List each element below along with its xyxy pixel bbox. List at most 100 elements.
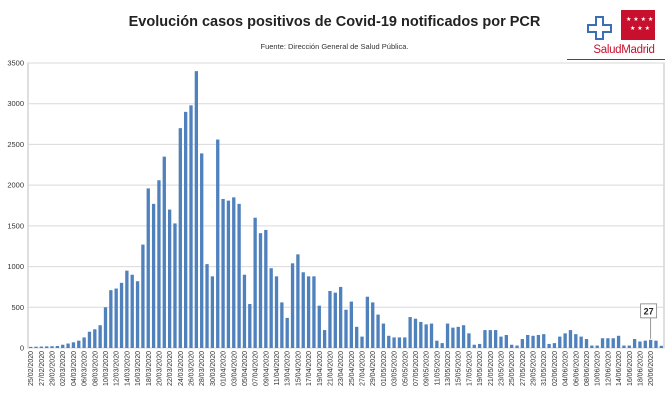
x-tick-label: 15/05/2020 xyxy=(456,351,463,386)
x-tick-label: 16/06/2020 xyxy=(627,351,634,386)
x-tick-label: 10/06/2020 xyxy=(595,351,602,386)
bar xyxy=(654,340,658,348)
bar xyxy=(167,209,172,348)
x-tick-label: 06/06/2020 xyxy=(573,351,580,386)
bar xyxy=(141,244,145,348)
bar xyxy=(151,203,156,348)
x-tick-label: 27/05/2020 xyxy=(520,351,527,386)
x-tick-label: 18/06/2020 xyxy=(637,351,644,386)
x-tick-label: 29/05/2020 xyxy=(531,351,538,386)
bar xyxy=(376,314,380,348)
bar xyxy=(510,344,514,348)
bar xyxy=(98,325,102,348)
x-tick-label: 28/03/2020 xyxy=(199,351,206,386)
x-tick-label: 19/05/2020 xyxy=(477,351,484,386)
bar xyxy=(173,223,177,348)
x-tick-label: 03/04/2020 xyxy=(231,351,238,386)
bar xyxy=(338,286,343,348)
bar xyxy=(146,188,150,348)
x-tick-label: 07/05/2020 xyxy=(413,351,420,386)
x-tick-label: 20/06/2020 xyxy=(648,351,655,386)
bar xyxy=(205,264,209,348)
bar xyxy=(109,290,113,348)
x-tick-label: 21/05/2020 xyxy=(488,351,495,386)
bar xyxy=(216,139,220,348)
bar xyxy=(574,334,578,348)
bar xyxy=(552,343,557,348)
x-tick-label: 16/03/2020 xyxy=(135,351,142,386)
bar xyxy=(611,338,615,348)
bar xyxy=(568,330,573,348)
bar xyxy=(296,254,300,348)
bar xyxy=(579,336,583,348)
bar xyxy=(355,326,359,348)
y-tick-label: 3500 xyxy=(7,59,24,68)
bar xyxy=(643,340,647,348)
bar xyxy=(328,291,332,348)
x-tick-label: 07/04/2020 xyxy=(253,351,260,386)
x-tick-label: 13/04/2020 xyxy=(285,351,292,386)
x-tick-label: 25/02/2020 xyxy=(28,351,35,386)
x-tick-label: 12/03/2020 xyxy=(114,351,121,386)
x-tick-label: 14/03/2020 xyxy=(124,351,131,386)
bar xyxy=(387,335,391,348)
bar xyxy=(322,330,327,348)
bar xyxy=(248,304,252,348)
x-tick-label: 25/05/2020 xyxy=(509,351,516,386)
x-tick-label: 04/06/2020 xyxy=(563,351,570,386)
bar xyxy=(178,128,182,348)
bar xyxy=(119,282,124,348)
chart-subtitle: Fuente: Dirección General de Salud Públi… xyxy=(260,42,409,51)
bar xyxy=(50,346,54,348)
x-tick-label: 23/04/2020 xyxy=(338,351,345,386)
bar xyxy=(71,342,76,348)
y-tick-label: 2000 xyxy=(7,181,24,190)
x-tick-label: 30/03/2020 xyxy=(210,351,217,386)
bar xyxy=(264,229,268,348)
bar xyxy=(103,307,108,348)
bar xyxy=(189,105,193,348)
x-tick-label: 29/02/2020 xyxy=(50,351,57,386)
bar xyxy=(242,274,247,348)
bar xyxy=(317,305,321,348)
x-tick-label: 04/03/2020 xyxy=(71,351,78,386)
bar xyxy=(499,336,503,348)
bar xyxy=(210,276,215,348)
bar xyxy=(221,198,225,348)
x-tick-label: 10/03/2020 xyxy=(103,351,110,386)
bar xyxy=(344,309,348,348)
bar xyxy=(200,153,204,348)
bar xyxy=(269,268,273,348)
bar xyxy=(397,337,402,348)
bar xyxy=(253,217,257,348)
bar xyxy=(360,336,364,348)
bar xyxy=(301,272,305,348)
x-tick-label: 02/06/2020 xyxy=(552,351,559,386)
x-tick-label: 14/06/2020 xyxy=(616,351,623,386)
bar xyxy=(29,346,33,348)
x-tick-label: 18/03/2020 xyxy=(146,351,153,386)
bar xyxy=(61,344,65,348)
bar xyxy=(408,317,412,348)
x-tick-label: 02/03/2020 xyxy=(60,351,67,386)
bar xyxy=(157,180,161,348)
bar xyxy=(483,330,487,348)
y-tick-label: 1000 xyxy=(7,262,24,271)
chart-title: Evolución casos positivos de Covid-19 no… xyxy=(128,14,541,30)
bar xyxy=(55,345,60,348)
bar xyxy=(125,270,129,348)
bar xyxy=(419,321,423,348)
bar xyxy=(381,323,386,348)
x-tick-label: 12/06/2020 xyxy=(605,351,612,386)
x-tick-label: 23/05/2020 xyxy=(498,351,505,386)
logo-divider xyxy=(567,59,665,60)
bar xyxy=(39,346,44,348)
bar xyxy=(162,156,166,348)
bar xyxy=(488,330,492,348)
bar xyxy=(87,331,92,348)
x-tick-label: 17/04/2020 xyxy=(306,351,313,386)
x-tick-label: 11/04/2020 xyxy=(274,351,281,386)
x-tick-label: 05/04/2020 xyxy=(242,351,249,386)
bar xyxy=(531,335,535,348)
